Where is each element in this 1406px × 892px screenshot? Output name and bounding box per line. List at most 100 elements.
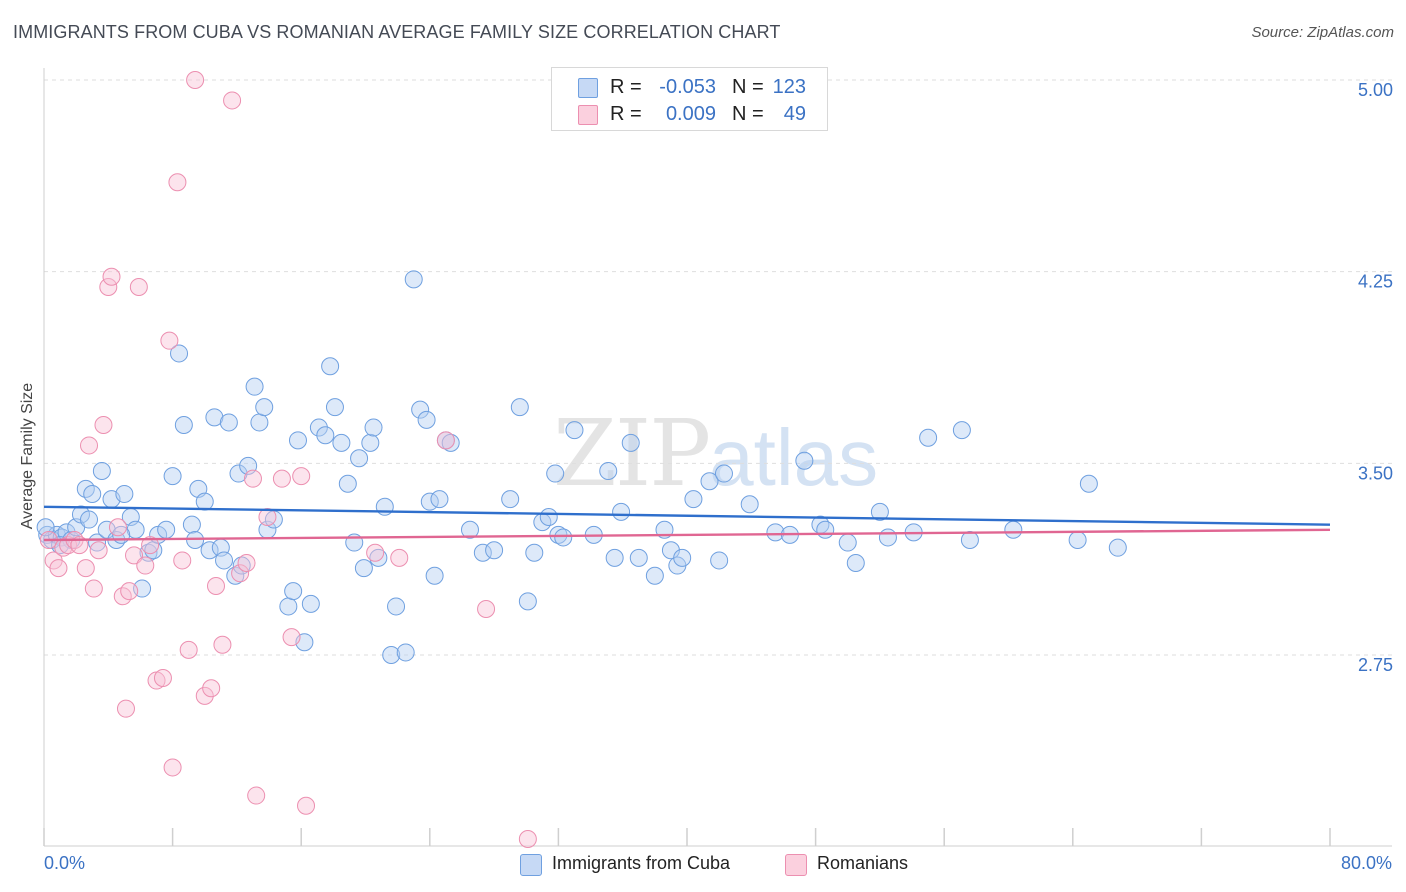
point-cuba bbox=[361, 433, 380, 452]
y-tick-label: 4.25 bbox=[1358, 272, 1393, 292]
point-cuba bbox=[599, 462, 618, 480]
stats-box: R = -0.053 N = 123 R = 0.009 N = 49 bbox=[551, 67, 828, 131]
point-romanians bbox=[518, 830, 537, 848]
point-romanians bbox=[477, 600, 496, 618]
point-cuba bbox=[612, 502, 631, 521]
point-romanians bbox=[231, 564, 250, 583]
point-romanians bbox=[49, 559, 68, 578]
point-romanians bbox=[76, 559, 95, 578]
point-romanians bbox=[207, 577, 226, 595]
point-cuba bbox=[565, 421, 584, 440]
point-cuba bbox=[838, 533, 857, 552]
point-cuba bbox=[338, 474, 357, 493]
point-cuba bbox=[325, 398, 344, 417]
x-tick-label: 0.0% bbox=[44, 853, 85, 873]
point-cuba bbox=[621, 433, 640, 452]
point-cuba bbox=[284, 582, 303, 601]
point-cuba bbox=[605, 548, 624, 567]
stats-r-value: -0.053 bbox=[659, 76, 716, 98]
point-cuba bbox=[226, 566, 245, 585]
watermark-atlas: atlas bbox=[709, 413, 879, 502]
trend-lines bbox=[43, 505, 1331, 542]
data-points bbox=[36, 71, 1127, 848]
point-cuba bbox=[684, 490, 703, 509]
point-romanians bbox=[258, 508, 277, 526]
stats-r-value: 0.009 bbox=[665, 103, 716, 125]
stats-swatch-romanians bbox=[578, 105, 598, 125]
point-romanians bbox=[297, 796, 316, 815]
point-cuba bbox=[404, 270, 423, 289]
trend-line-romanians bbox=[43, 528, 1331, 542]
point-cuba bbox=[200, 541, 219, 560]
point-romanians bbox=[125, 546, 144, 565]
point-cuba bbox=[115, 485, 134, 503]
point-romanians bbox=[89, 541, 108, 560]
point-romanians bbox=[116, 699, 135, 718]
point-cuba bbox=[387, 597, 406, 616]
point-romanians bbox=[94, 416, 113, 434]
watermark-zip: ZIP bbox=[553, 400, 711, 507]
point-romanians bbox=[168, 173, 187, 192]
point-cuba bbox=[182, 515, 201, 534]
point-romanians bbox=[80, 436, 99, 455]
point-cuba bbox=[205, 408, 224, 427]
point-cuba bbox=[629, 548, 648, 567]
point-cuba bbox=[919, 428, 938, 447]
point-cuba bbox=[215, 551, 234, 570]
point-cuba bbox=[174, 416, 193, 434]
point-cuba bbox=[354, 559, 373, 578]
point-cuba bbox=[301, 594, 320, 613]
point-romanians bbox=[436, 431, 455, 450]
stats-n-label: N = bbox=[732, 76, 764, 98]
point-romanians bbox=[223, 91, 242, 110]
point-romanians bbox=[272, 469, 291, 488]
point-cuba bbox=[952, 421, 971, 440]
point-cuba bbox=[510, 398, 529, 417]
tick-labels: 2.75 3.50 4.25 5.00 0.0% 80.0% bbox=[44, 80, 1393, 873]
point-cuba bbox=[411, 400, 430, 419]
point-romanians bbox=[243, 469, 262, 488]
point-cuba bbox=[309, 418, 328, 437]
point-cuba bbox=[525, 543, 544, 562]
point-cuba bbox=[229, 464, 248, 483]
point-romanians bbox=[213, 635, 232, 654]
point-cuba bbox=[195, 492, 214, 511]
point-cuba bbox=[219, 413, 238, 432]
legend: Immigrants from Cuba Romanians bbox=[0, 852, 1406, 878]
point-cuba bbox=[673, 548, 692, 567]
point-cuba bbox=[1068, 531, 1087, 549]
point-cuba bbox=[425, 566, 444, 585]
x-tick-label: 80.0% bbox=[1341, 853, 1392, 873]
point-cuba bbox=[288, 431, 307, 450]
point-cuba bbox=[714, 464, 733, 483]
point-romanians bbox=[163, 758, 182, 777]
point-cuba bbox=[83, 485, 102, 503]
point-cuba bbox=[332, 433, 351, 452]
point-romanians bbox=[247, 786, 266, 805]
point-cuba bbox=[700, 472, 719, 491]
point-cuba bbox=[485, 541, 504, 560]
point-cuba bbox=[232, 556, 251, 575]
point-cuba bbox=[645, 566, 664, 585]
legend-swatch-cuba bbox=[520, 854, 542, 876]
point-romanians bbox=[108, 518, 127, 537]
point-cuba bbox=[369, 548, 388, 567]
stats-n-value: 49 bbox=[783, 103, 806, 125]
point-cuba bbox=[1079, 474, 1098, 493]
point-cuba bbox=[430, 490, 449, 509]
point-cuba bbox=[460, 520, 479, 539]
point-cuba bbox=[1108, 538, 1127, 557]
point-cuba bbox=[1004, 520, 1023, 539]
point-romanians bbox=[99, 278, 118, 296]
point-romanians bbox=[160, 331, 179, 350]
point-cuba bbox=[473, 543, 492, 562]
point-cuba bbox=[546, 464, 565, 483]
stats-row-romanians: R = 0.009 N = 49 bbox=[552, 101, 827, 127]
trend-line-cuba bbox=[43, 505, 1331, 526]
chart-title: IMMIGRANTS FROM CUBA VS ROMANIAN AVERAGE… bbox=[13, 22, 781, 42]
point-cuba bbox=[245, 377, 264, 396]
point-cuba bbox=[279, 597, 298, 616]
point-cuba bbox=[316, 426, 335, 445]
point-cuba bbox=[766, 523, 785, 542]
